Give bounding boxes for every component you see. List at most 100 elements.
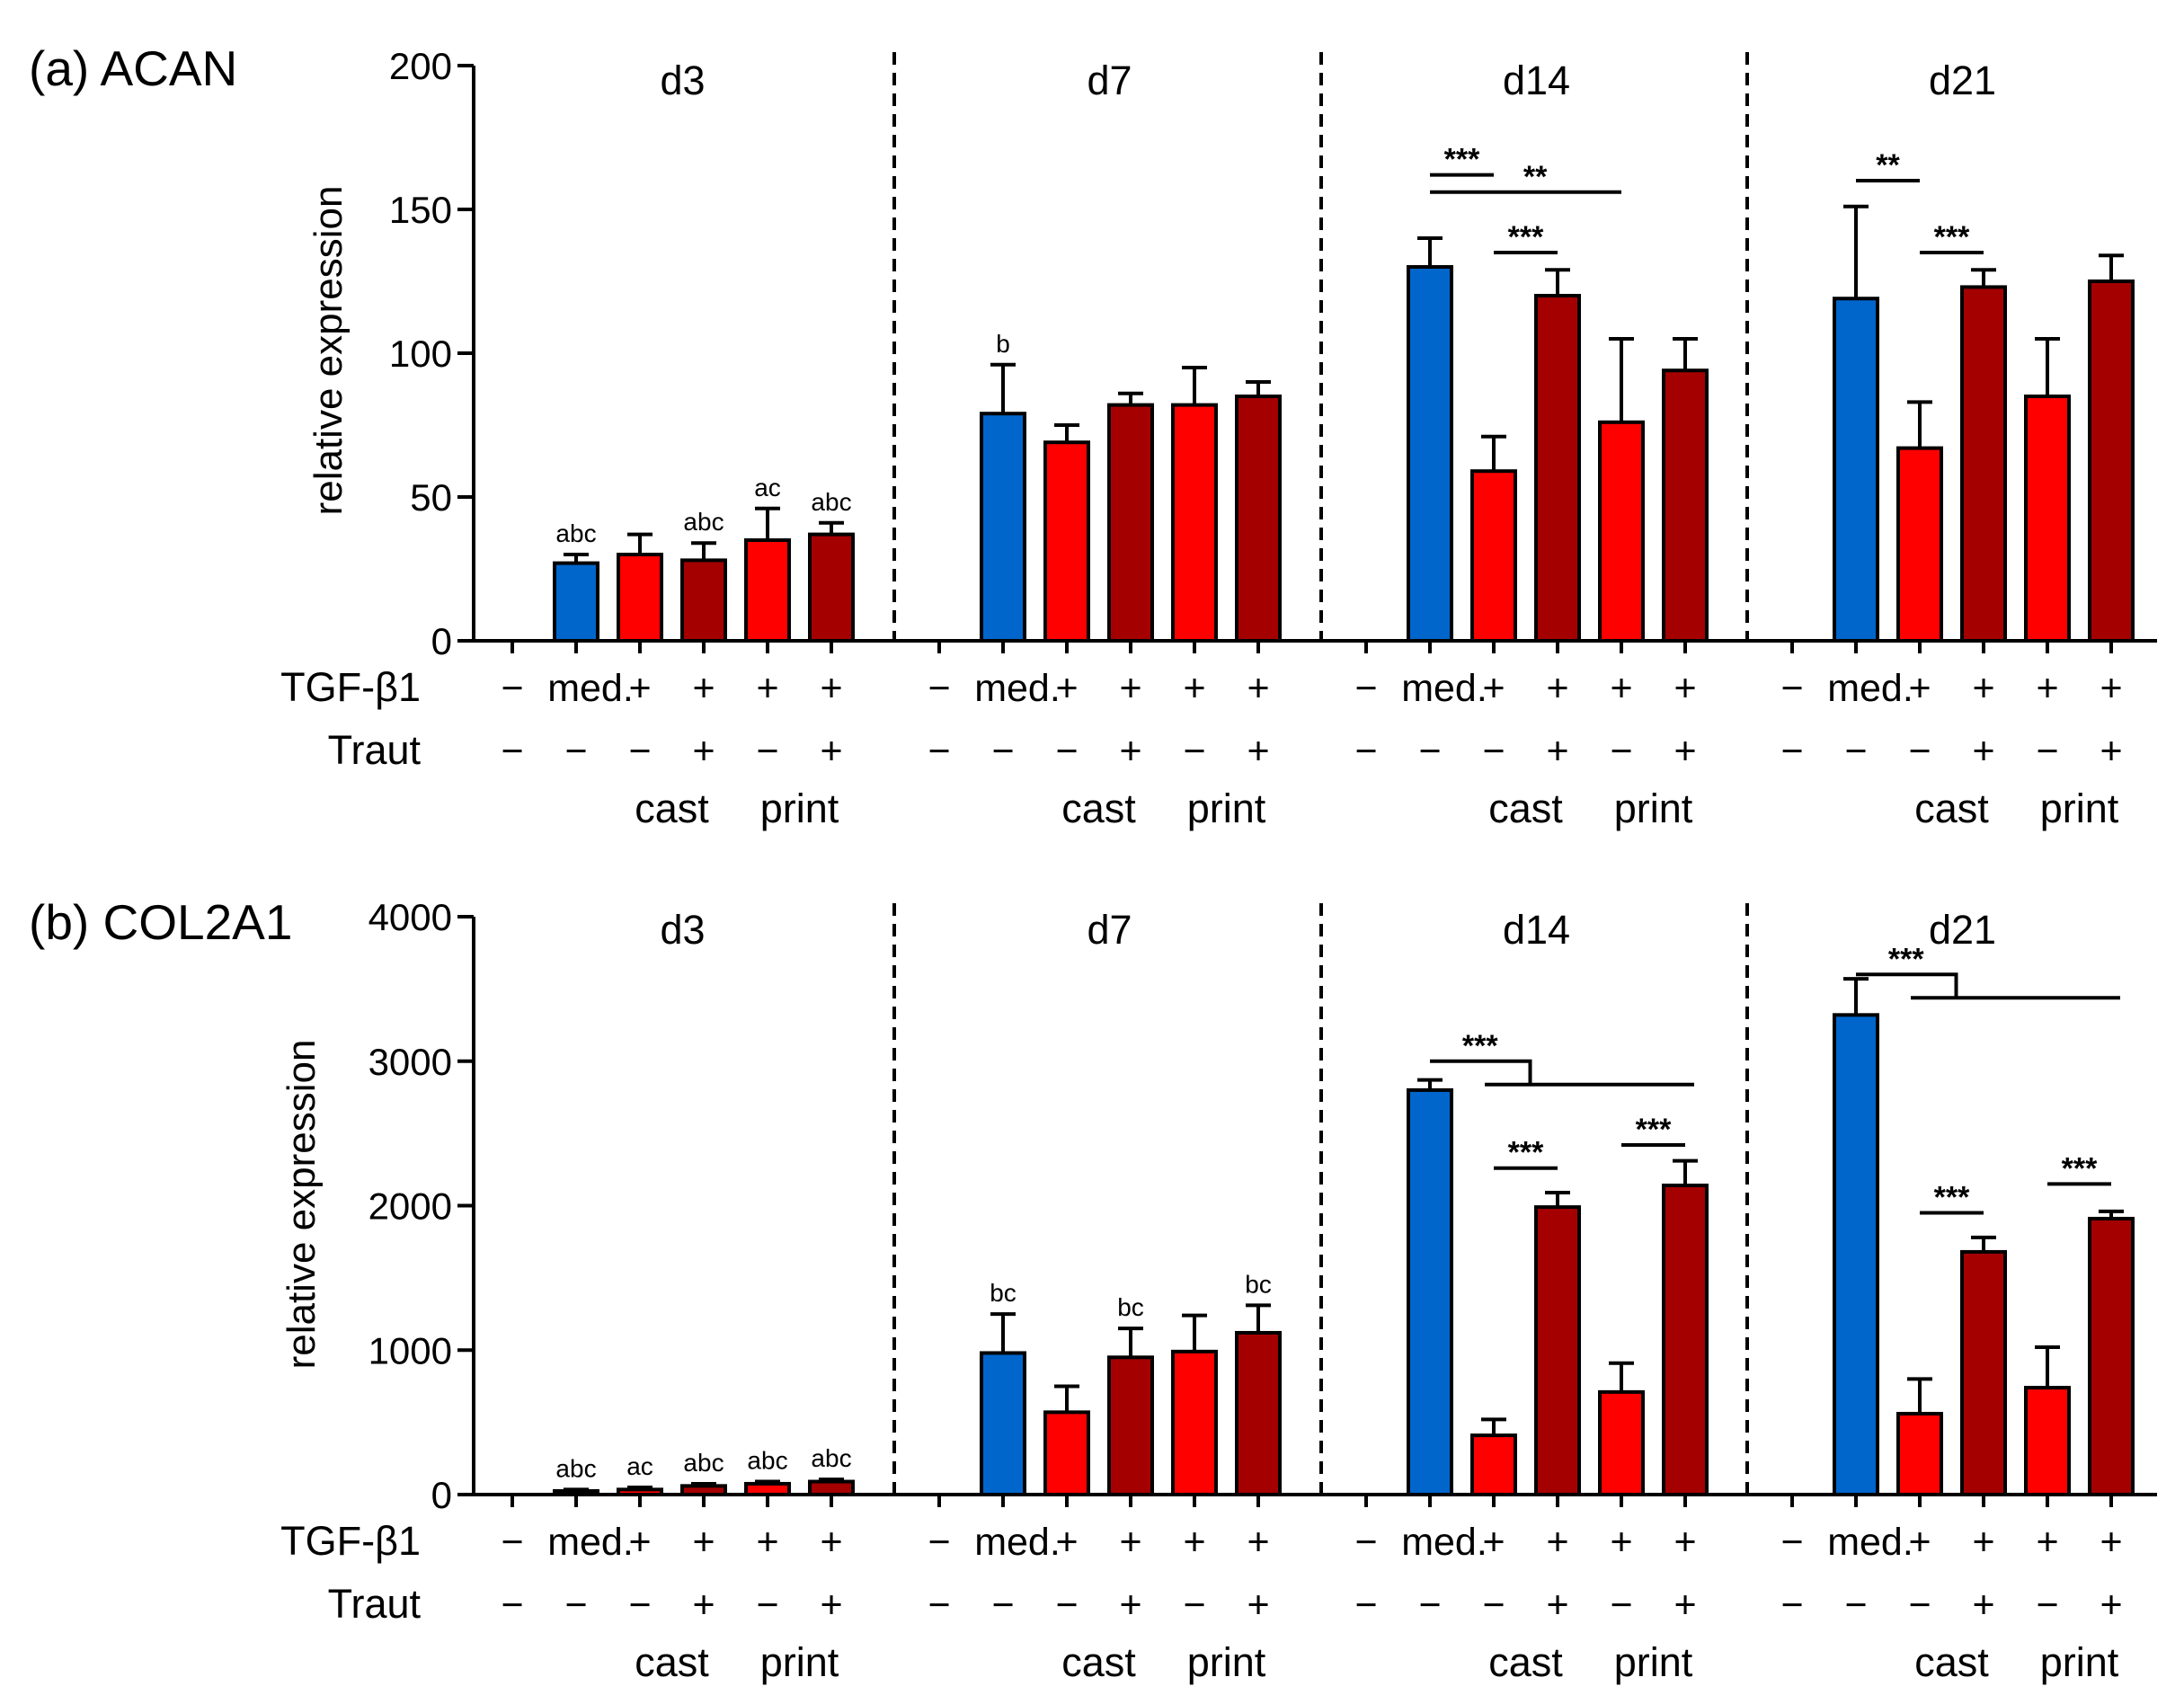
bar [1407,1087,1453,1497]
bar [1598,1389,1645,1497]
traut-label: − [2036,730,2058,773]
row-label-tgf: TGF-β1 [280,664,421,710]
tgf-label: med. [547,1521,634,1564]
significance-label: *** [1508,1136,1544,1170]
bar [1043,1410,1090,1497]
bar [2024,1386,2071,1497]
panel-acan: (a) ACAN relative expression 0 50 100 150 200 T… [29,40,2157,831]
group-label-cast: cast [1488,1639,1563,1685]
traut-label: − [1482,730,1505,773]
tgf-label: med. [1827,1521,1913,1564]
bar [1662,1183,1709,1496]
tgf-label: + [2036,1521,2058,1564]
bar [1534,294,1581,643]
bar [1960,285,2007,643]
day-label: d7 [1087,907,1132,953]
bar [1534,1205,1581,1497]
traut-label: − [501,1584,523,1627]
tgf-label: + [1546,1521,1568,1564]
traut-label: + [820,730,842,773]
group-label-cast: cast [1061,785,1136,831]
bar-annotation: ac [754,474,781,501]
y-tick-label: 200 [389,45,452,87]
tgf-label: + [628,1521,651,1564]
traut-label: + [2100,1584,2122,1627]
y-tick-label: 150 [389,189,452,231]
tgf-label: − [1354,667,1377,710]
day-group-d14: d14−−med.−+−+++−++cast print******** [1345,58,1709,831]
tgf-label: + [756,667,778,710]
group-label-print: print [1614,785,1693,831]
group-label-cast: cast [1914,785,1989,831]
bar [2024,395,2071,643]
y-tick-label: 2000 [368,1185,452,1228]
y-tick-label: 4000 [368,896,452,938]
bar [2088,1216,2135,1497]
bar [680,558,727,643]
tgf-label: − [1780,1521,1803,1564]
bar-annotation: abc [555,1454,596,1482]
tgf-label: + [1610,1521,1632,1564]
bar-annotation: bc [1117,1293,1144,1321]
y-axis-label: relative expression [306,186,351,516]
panel-title: (a) ACAN [29,40,237,96]
tgf-label: + [1055,667,1078,710]
group-label-print: print [760,785,839,831]
traut-label: + [820,1584,842,1627]
group-label-cast: cast [635,1639,709,1685]
panel-col2a1: (b) COL2A1 relative expression 0 1000 2000 30… [29,894,2157,1685]
row-label-traut: Traut [328,727,422,773]
bar [744,538,791,643]
traut-label: + [1247,1584,1269,1627]
bar [617,553,663,643]
traut-label: − [1055,1584,1078,1627]
y-tick-label: 3000 [368,1041,452,1083]
bar-annotation: ac [626,1452,653,1480]
tgf-label: + [1610,667,1632,710]
significance-label: *** [2062,1151,2098,1185]
bar [1043,440,1090,643]
tgf-label: med. [974,667,1061,710]
tgf-label: + [692,1521,715,1564]
tgf-label: + [1183,667,1205,710]
tgf-label: + [1119,1521,1141,1564]
traut-label: + [1674,1584,1696,1627]
tgf-label: − [1354,1521,1377,1564]
y-tick-label: 100 [389,333,452,375]
bar [1235,1330,1282,1496]
traut-label: − [1354,1584,1377,1627]
traut-label: − [1908,1584,1931,1627]
bar-annotation: abc [683,508,724,536]
bar [1833,1013,1879,1497]
tgf-label: med. [974,1521,1061,1564]
bar-annotation: abc [811,1444,851,1472]
bar [808,1479,855,1496]
tgf-label: − [501,1521,523,1564]
bar-annotation: b [996,330,1010,358]
tgf-label: + [1055,1521,1078,1564]
traut-label: + [1247,730,1269,773]
traut-label: − [1610,730,1632,773]
bar [980,412,1026,643]
panel-title: (b) COL2A1 [29,894,292,950]
day-label: d14 [1503,58,1570,103]
tgf-label: + [820,667,842,710]
traut-label: − [564,1584,587,1627]
tgf-label: + [1674,1521,1696,1564]
tgf-label: + [1908,667,1931,710]
y-tick-label: 0 [431,620,452,662]
significance-bracket [1856,972,1958,998]
bar [553,561,599,643]
bar [680,1484,727,1496]
traut-label: − [1354,730,1377,773]
traut-label: − [991,730,1014,773]
significance-label: *** [1934,220,1970,254]
tgf-label: − [1780,667,1803,710]
tgf-label: + [1247,667,1269,710]
y-tick-label: 0 [431,1474,452,1516]
traut-label: + [1972,1584,1994,1627]
group-label-cast: cast [635,785,709,831]
tgf-label: − [928,1521,950,1564]
